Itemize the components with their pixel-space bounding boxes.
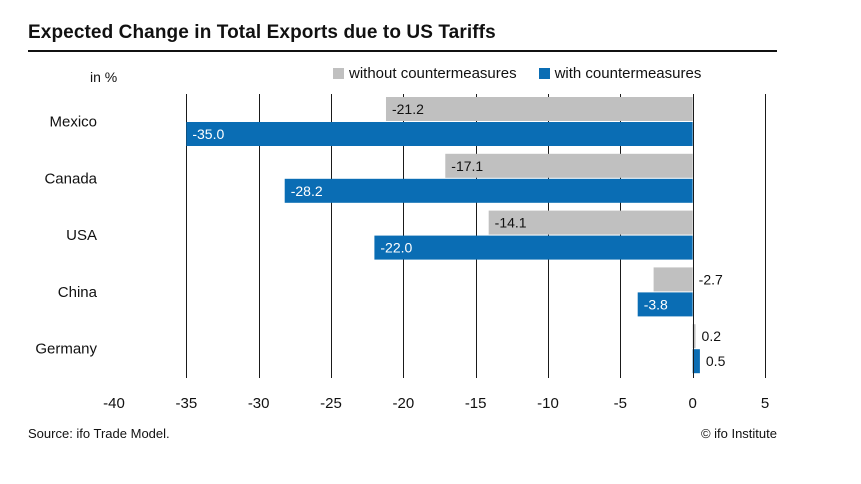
bar-without-countermeasures	[488, 210, 693, 235]
category-label: Germany	[35, 341, 97, 358]
legend-swatch-with-countermeasures	[538, 68, 550, 79]
x-tick-label: -40	[103, 395, 125, 412]
x-tick-label: -30	[248, 395, 270, 412]
bar-with-countermeasures	[692, 349, 700, 374]
legend-label-with-countermeasures: with countermeasures	[554, 65, 702, 82]
x-tick-label: 0	[688, 395, 696, 412]
bar-without-countermeasures	[692, 324, 696, 349]
x-tick-label: -25	[320, 395, 342, 412]
data-label: -35.0	[192, 126, 224, 142]
x-tick-label: -35	[175, 395, 197, 412]
bar-without-countermeasures	[653, 267, 693, 292]
data-label: -2.7	[699, 271, 723, 287]
bar-without-countermeasures	[445, 153, 693, 178]
bar-with-countermeasures	[374, 235, 693, 260]
source-note: Source: ifo Trade Model.	[28, 426, 170, 441]
bar-with-countermeasures	[186, 122, 693, 146]
x-tick-label: -15	[465, 395, 487, 412]
data-label: 0.2	[702, 328, 722, 344]
legend-item-with-countermeasures: with countermeasures	[538, 65, 702, 82]
legend-item-without-countermeasures: without countermeasures	[333, 65, 517, 82]
unit-label: in %	[90, 69, 118, 85]
x-tick-label: -5	[614, 395, 627, 412]
bar-without-countermeasures	[385, 97, 693, 121]
legend: without countermeasures with countermeas…	[333, 65, 701, 82]
category-label: Mexico	[49, 114, 97, 131]
copyright-note: © ifo Institute	[700, 426, 777, 441]
bar-with-countermeasures	[637, 292, 693, 317]
data-label: 0.5	[706, 353, 726, 369]
x-tick-label: 5	[761, 395, 769, 412]
data-label: -21.2	[392, 101, 424, 117]
data-label: -22.0	[380, 240, 412, 256]
legend-swatch-without-countermeasures	[333, 68, 344, 79]
x-tick-label: -10	[537, 395, 559, 412]
data-label: -17.1	[451, 158, 483, 174]
data-label: -3.8	[644, 296, 668, 312]
legend-label-without-countermeasures: without countermeasures	[349, 65, 517, 82]
chart-title: Expected Change in Total Exports due to …	[28, 22, 496, 43]
x-tick-label: -20	[392, 395, 414, 412]
category-label: China	[58, 284, 98, 301]
title-rule	[28, 50, 777, 52]
category-label: USA	[66, 227, 97, 244]
data-label: -14.1	[495, 215, 527, 231]
bar-with-countermeasures	[284, 178, 693, 203]
data-label: -28.2	[291, 183, 323, 199]
category-label: Canada	[44, 170, 97, 187]
